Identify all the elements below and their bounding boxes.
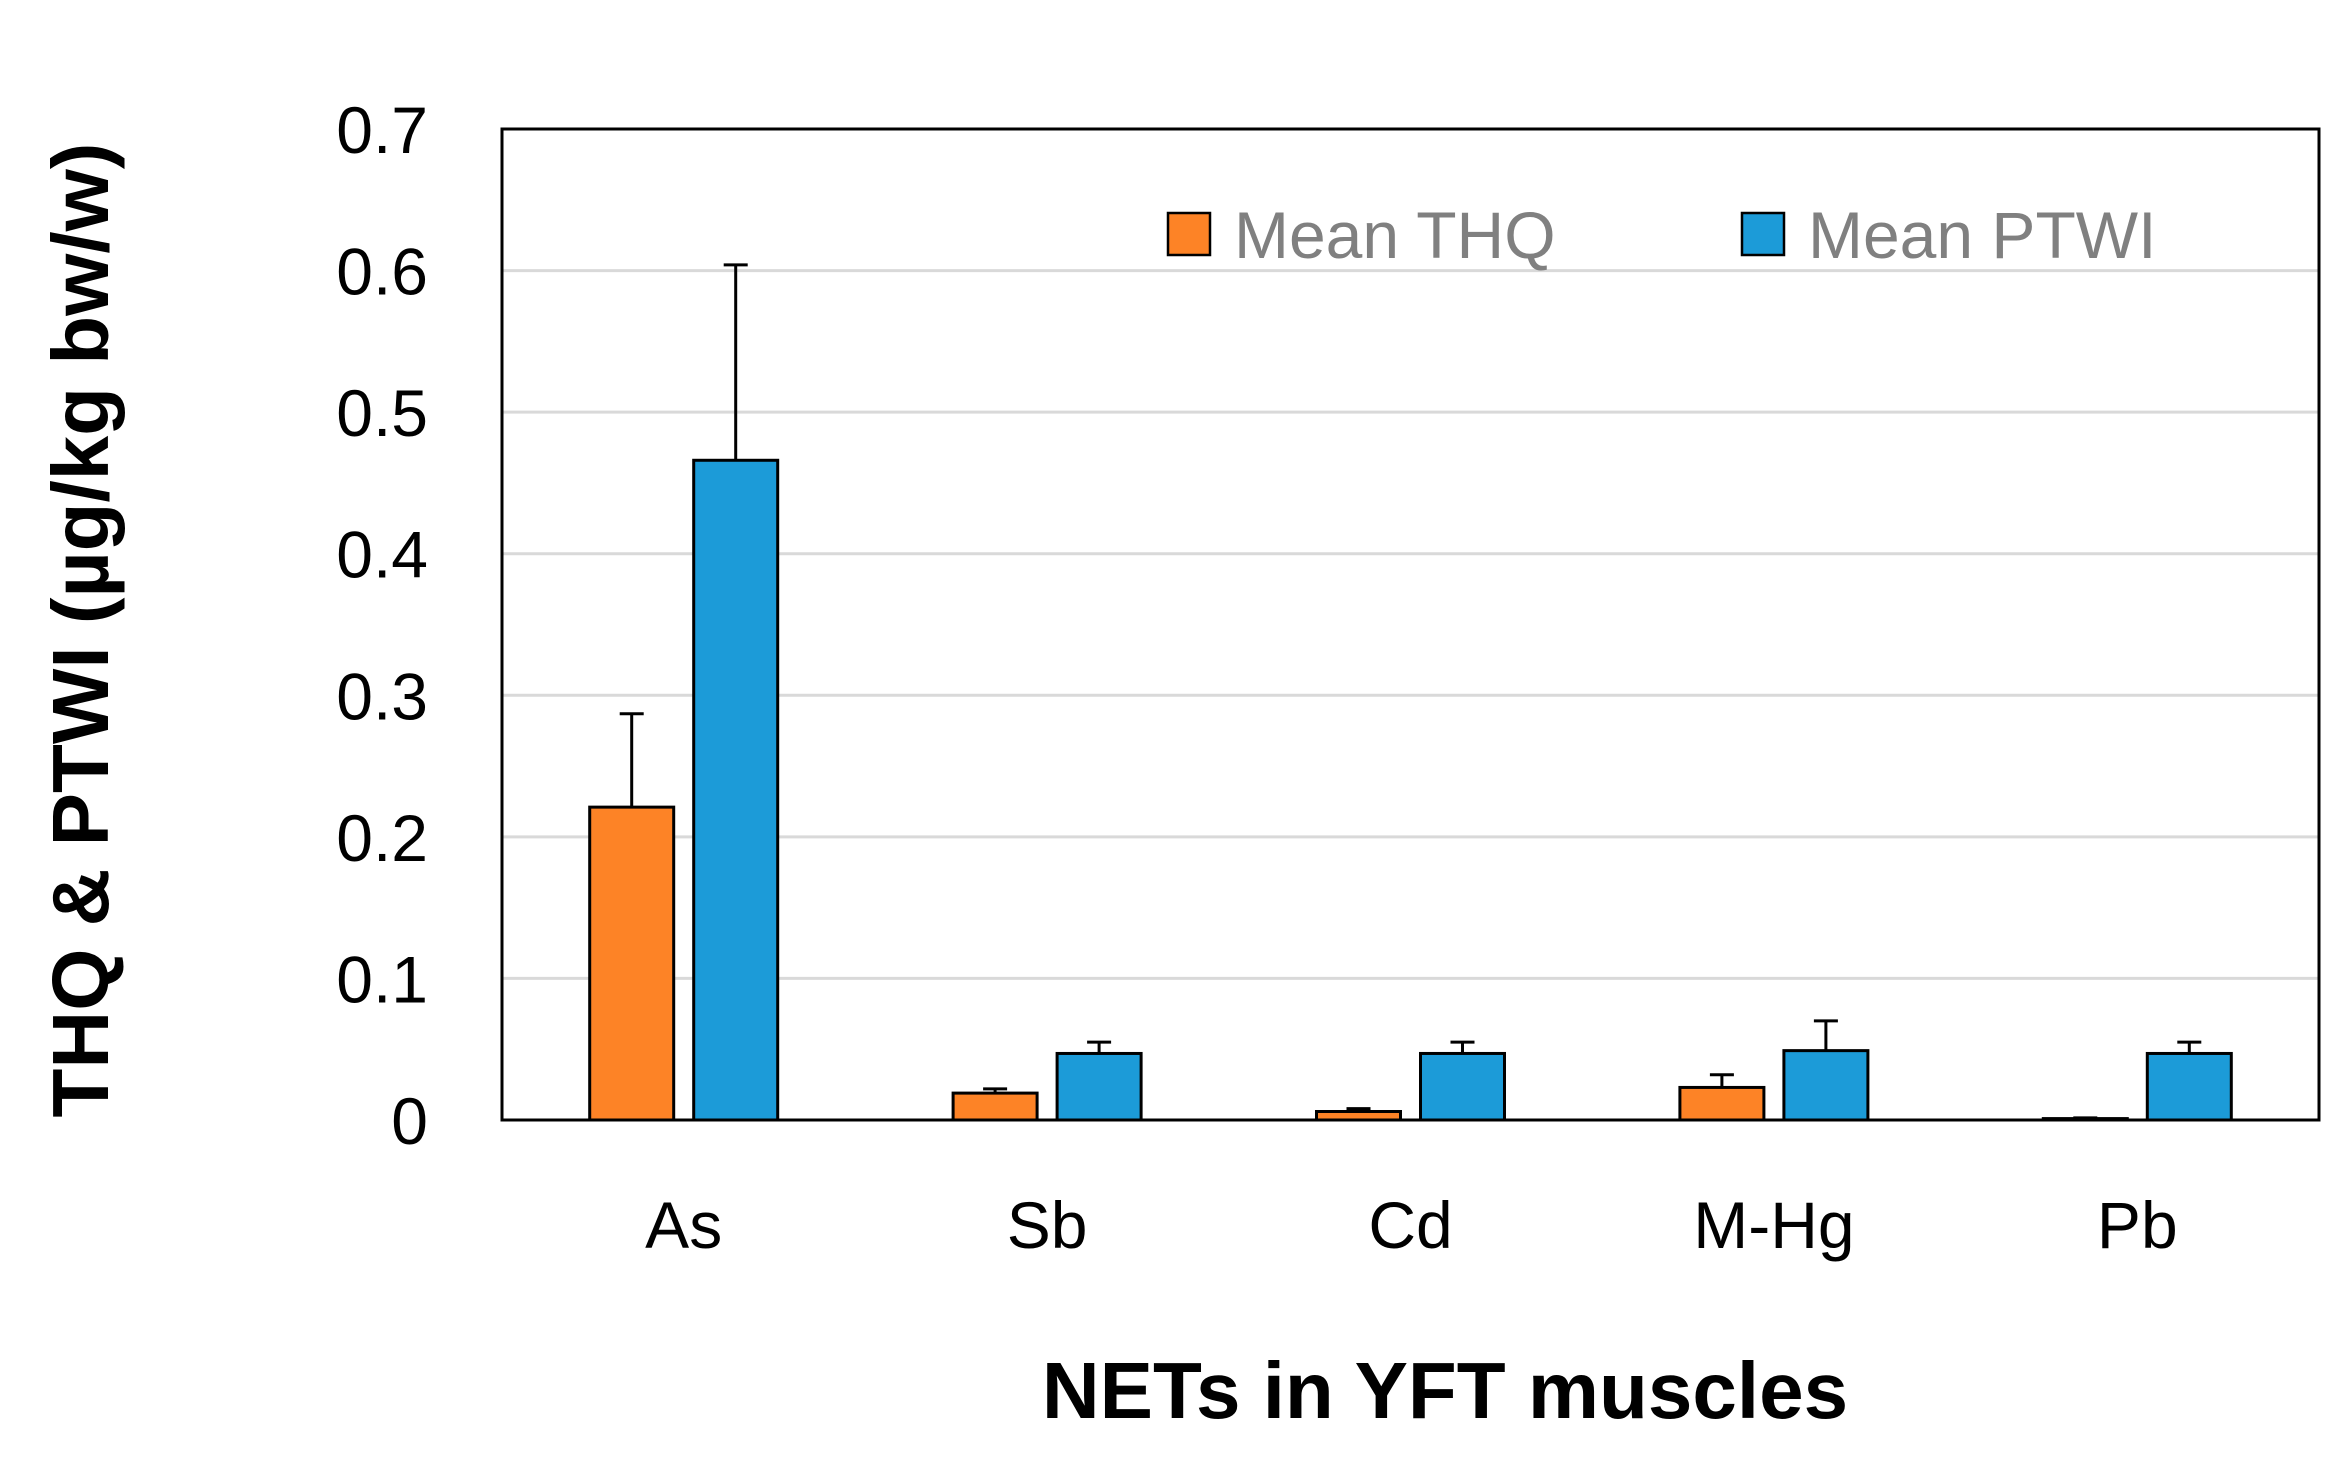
y-tick-label: 0.7 — [336, 93, 428, 167]
bar-mean-thq-sb — [951, 1091, 1039, 1122]
y-tick-label: 0.4 — [336, 518, 428, 592]
x-axis-ticks: As Sb Cd M-Hg Pb — [645, 1188, 2177, 1262]
y-axis-ticks: 0 0.1 0.2 0.3 0.4 0.5 0.6 0.7 — [336, 93, 428, 1158]
x-tick-label-m-hg: M-Hg — [1693, 1188, 1854, 1262]
x-tick-label-pb: Pb — [2097, 1188, 2178, 1262]
legend-label-mean-thq: Mean THQ — [1234, 198, 1556, 272]
y-axis-title: THQ & PTWI (µg/kg bw/w) — [36, 143, 125, 1118]
y-tick-label: 0 — [391, 1084, 428, 1158]
y-tick-label: 0.3 — [336, 659, 428, 733]
bar-mean-ptwi-m-hg — [1782, 1049, 1870, 1122]
bars — [588, 458, 2233, 1122]
legend-swatch-mean-thq — [1166, 211, 1212, 257]
bar-mean-thq-as — [588, 805, 676, 1122]
legend-label-mean-ptwi: Mean PTWI — [1808, 198, 2156, 272]
legend: Mean THQ Mean PTWI — [1166, 198, 2156, 272]
x-axis-title: NETs in YFT muscles — [1042, 1346, 1848, 1435]
x-tick-label-sb: Sb — [1007, 1188, 1088, 1262]
legend-swatch-mean-ptwi — [1740, 211, 1786, 257]
y-tick-label: 0.6 — [336, 235, 428, 309]
error-bars — [619, 263, 2202, 1120]
y-tick-label: 0.1 — [336, 942, 428, 1016]
bar-mean-ptwi-as — [692, 458, 780, 1122]
bar-mean-ptwi-cd — [1419, 1051, 1506, 1122]
y-tick-label: 0.5 — [336, 376, 428, 450]
x-tick-label-cd: Cd — [1368, 1188, 1452, 1262]
bar-mean-ptwi-sb — [1055, 1051, 1143, 1122]
bar-mean-ptwi-pb — [2145, 1051, 2233, 1122]
y-tick-label: 0.2 — [336, 801, 428, 875]
plot-area-frame — [500, 127, 2321, 1122]
bar-mean-thq-m-hg — [1678, 1085, 1766, 1122]
x-tick-label-as: As — [645, 1188, 722, 1262]
